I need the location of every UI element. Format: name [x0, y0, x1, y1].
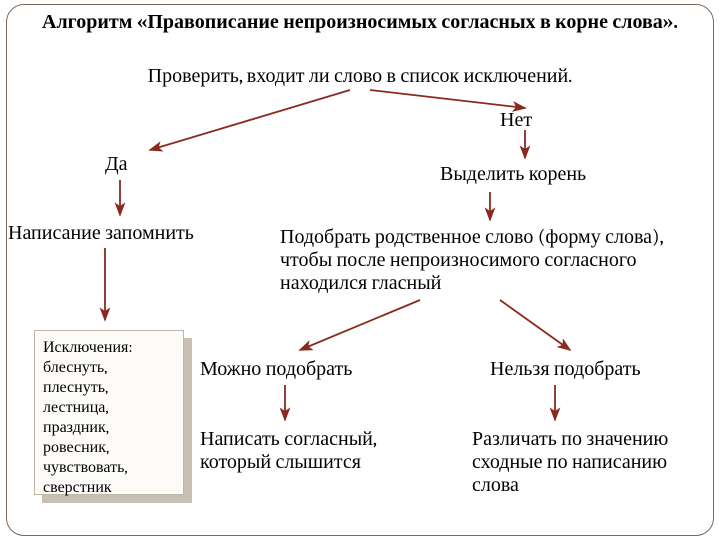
- exceptions-item: ровесник,: [43, 437, 175, 457]
- exceptions-item: праздник,: [43, 417, 175, 437]
- exceptions-box: Исключения: блеснуть, плеснуть, лестница…: [34, 330, 184, 495]
- node-highlight-root: Выделить корень: [440, 162, 586, 185]
- node-no: Нет: [500, 108, 532, 131]
- exceptions-item: лестница,: [43, 397, 175, 417]
- node-write-heard: Написать согласный, который слышится: [200, 427, 400, 473]
- node-can-pick: Можно подобрать: [200, 357, 352, 380]
- exceptions-item: блеснуть,: [43, 357, 175, 377]
- node-cannot-pick: Нельзя подобрать: [490, 357, 641, 380]
- exceptions-item: плеснуть,: [43, 377, 175, 397]
- node-remember: Написание запомнить: [8, 221, 194, 244]
- diagram-title: Алгоритм «Правописание непроизносимых со…: [0, 10, 720, 33]
- node-yes: Да: [105, 152, 128, 175]
- exceptions-item: сверстник: [43, 477, 175, 497]
- exceptions-item: чувствовать,: [43, 457, 175, 477]
- exceptions-heading: Исключения:: [43, 337, 175, 357]
- diagram-subtitle: Проверить, входит ли слово в список искл…: [0, 64, 720, 88]
- node-pick-related: Подобрать родственное слово (форму слова…: [280, 225, 705, 294]
- node-distinguish: Различать по значению сходные по написан…: [472, 427, 702, 496]
